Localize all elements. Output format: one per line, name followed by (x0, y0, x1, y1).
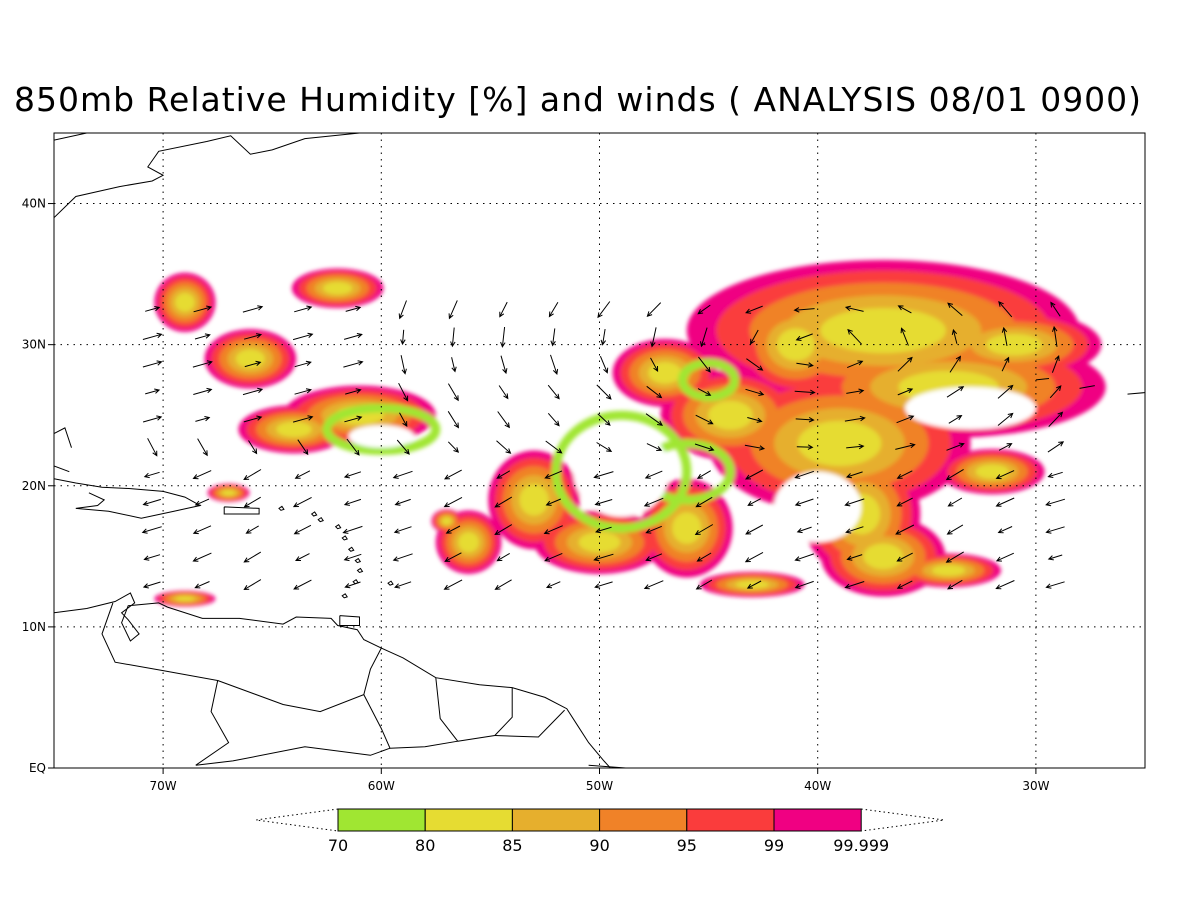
colorbar-upper-triangle (861, 808, 945, 832)
colorbar-lower-triangle (255, 808, 339, 832)
colorbar-swatch (773, 808, 862, 832)
colorbar-label: 70 (328, 836, 348, 855)
wind-vectors (141, 300, 1066, 591)
lon-tick-label: 30W (1022, 779, 1049, 793)
lat-tick-label: 10N (22, 620, 46, 634)
colorbar-swatch (337, 808, 426, 832)
latitude-labels: EQ 10N 20N 30N 40N (22, 197, 46, 775)
longitude-labels: 70W 60W 50W 40W 30W (150, 779, 1050, 793)
map-title: 850mb Relative Humidity [%] and winds ( … (14, 80, 1143, 119)
axis-ticks (48, 203, 1037, 774)
colorbar-label: 85 (502, 836, 522, 855)
colorbar-label: 90 (589, 836, 609, 855)
colorbar-swatch (424, 808, 513, 832)
lat-tick-label: EQ (29, 761, 46, 775)
colorbar-swatch (511, 808, 601, 832)
colorbar-swatch (686, 808, 775, 832)
lon-tick-label: 70W (150, 779, 177, 793)
lat-tick-label: 40N (22, 197, 46, 211)
colorbar: 70 80 85 90 95 99 99.999 (255, 808, 945, 855)
lon-tick-label: 50W (586, 779, 613, 793)
colorbar-label: 95 (677, 836, 697, 855)
colorbar-label: 80 (415, 836, 435, 855)
lon-tick-label: 60W (368, 779, 395, 793)
colorbar-swatch (599, 808, 688, 832)
humidity-contour-field (154, 260, 1106, 607)
plot-area (54, 133, 1145, 768)
lat-tick-label: 30N (22, 338, 46, 352)
colorbar-label: 99 (764, 836, 784, 855)
lat-tick-label: 20N (22, 479, 46, 493)
coastlines (54, 133, 1145, 768)
colorbar-label: 99.999 (833, 836, 889, 855)
lon-tick-label: 40W (804, 779, 831, 793)
